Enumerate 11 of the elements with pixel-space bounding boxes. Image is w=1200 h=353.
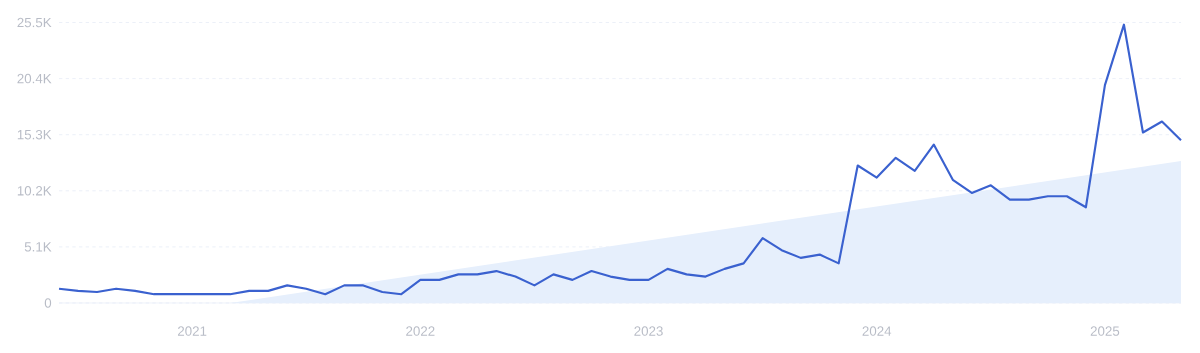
x-tick-label: 2022 <box>406 326 435 336</box>
y-tick-label: 20.4K <box>17 73 52 84</box>
y-tick-label: 25.5K <box>17 17 52 28</box>
y-tick-label: 15.3K <box>17 129 52 140</box>
y-tick-label: 10.2K <box>17 186 52 196</box>
x-tick-label: 2023 <box>634 326 663 336</box>
y-tick-label: 5.1K <box>24 242 52 252</box>
x-tick-label: 2021 <box>177 326 207 336</box>
y-tick-label: 0 <box>44 298 52 308</box>
x-tick-label: 2024 <box>862 326 892 336</box>
x-tick-label: 2025 <box>1090 326 1120 336</box>
